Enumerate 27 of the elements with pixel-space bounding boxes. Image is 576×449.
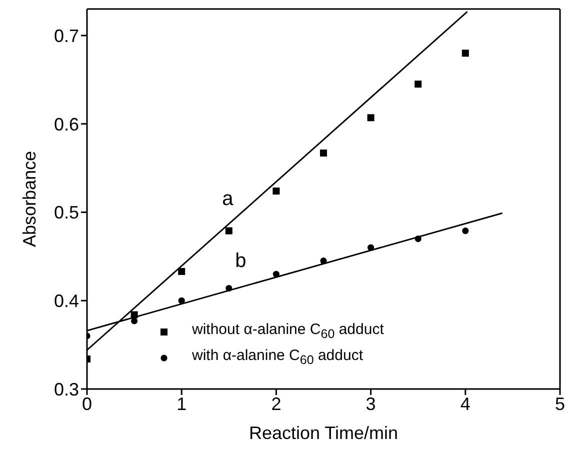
x-tick-label: 5 [554, 394, 566, 414]
y-tick-label: 0.6 [54, 114, 79, 134]
x-tick-label: 4 [460, 394, 470, 414]
point [462, 228, 469, 234]
legend-label: with α-alanine C$_{60}$ adduct [192, 346, 364, 369]
y-tick-label: 0.5 [54, 202, 79, 223]
x-tick-label: 0 [82, 394, 92, 414]
annotation: b [235, 250, 246, 272]
point [225, 227, 232, 234]
x-tick-label: 3 [366, 394, 376, 414]
y-axis-title: Absorbance [19, 150, 40, 248]
x-tick-label: 1 [176, 394, 187, 414]
point [367, 114, 374, 122]
point [320, 150, 327, 157]
y-tick-label: 0.7 [54, 26, 79, 46]
point [178, 297, 185, 304]
y-tick-label: 0.4 [54, 291, 79, 312]
point [131, 318, 138, 324]
y-tick-label: 0.3 [54, 379, 79, 400]
point [414, 80, 422, 88]
point [272, 188, 280, 195]
x-tick-label: 2 [271, 394, 282, 414]
point [178, 268, 186, 275]
legend-label: without α-alanine C$_{60}$ adduct [192, 320, 384, 343]
point [462, 50, 469, 57]
x-axis-title: Reaction Time/min [248, 423, 398, 443]
annotation: a [222, 188, 234, 210]
